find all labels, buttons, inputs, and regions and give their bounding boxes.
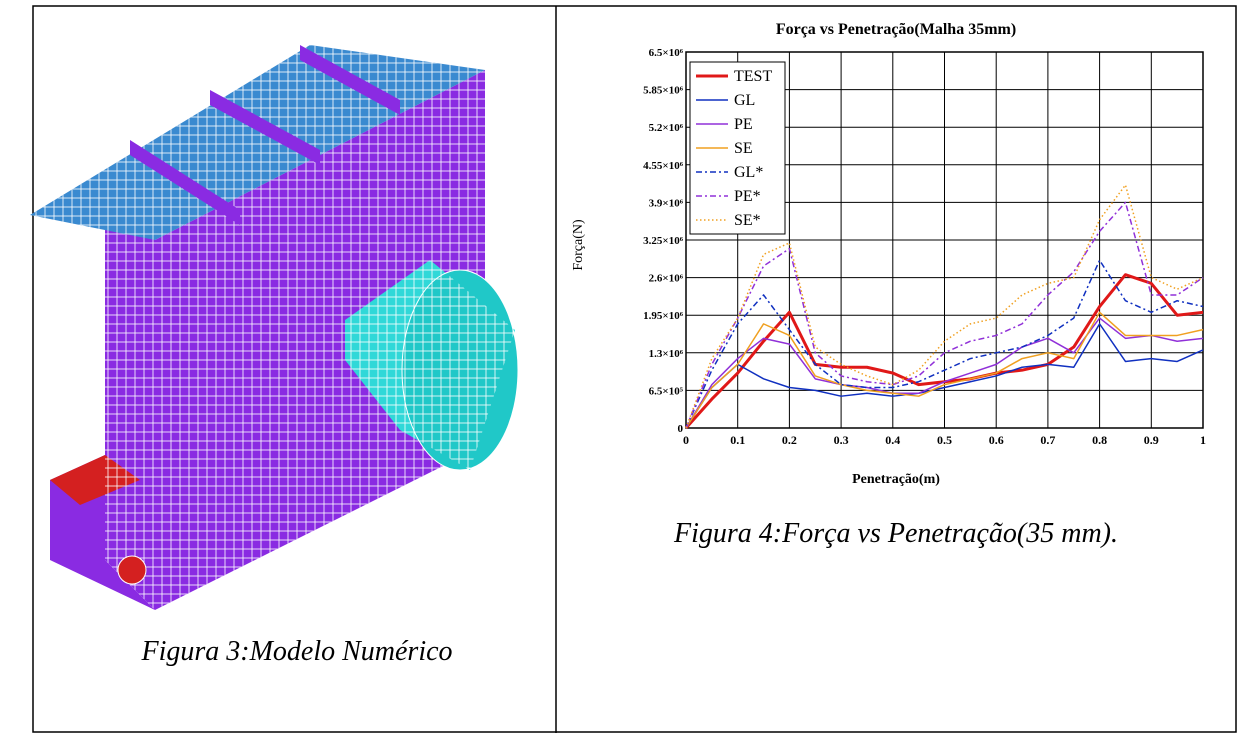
legend-label: PE* xyxy=(734,188,761,205)
x-tick-label: 0.2 xyxy=(782,433,797,447)
x-tick-label: 0.7 xyxy=(1040,433,1055,447)
chart-title: Força vs Penetração(Malha 35mm) xyxy=(776,21,1016,38)
y-tick-label: 5.2×10⁶ xyxy=(649,122,684,134)
fe-model xyxy=(30,45,518,610)
y-tick-label: 1.3×10⁶ xyxy=(649,348,684,360)
y-axis-label: Força(N) xyxy=(571,219,586,271)
legend-label: GL xyxy=(734,92,755,109)
figure-caption: Figura 3:Modelo Numérico xyxy=(140,636,452,667)
plot: 0 6.5×10⁵ 1.3×10⁶ 1.95×10⁶ 2.6×10⁶ 3.25×10⁶ 3.… xyxy=(643,47,1206,447)
x-tick-label: 0.6 xyxy=(989,433,1004,447)
x-tick-label: 0.5 xyxy=(937,433,952,447)
y-tick-label: 4.55×10⁶ xyxy=(643,160,684,172)
x-tick-label: 0.3 xyxy=(834,433,849,447)
x-tick-label: 0.4 xyxy=(885,433,900,447)
page: Figura 3:Modelo Numérico Força vs Penetr… xyxy=(0,0,1238,738)
legend-label: PE xyxy=(734,116,753,133)
y-tick-label: 6.5×10⁶ xyxy=(649,47,684,59)
y-tick-label: 2.6×10⁶ xyxy=(649,273,684,285)
document: Figura 3:Modelo Numérico Força vs Penetr… xyxy=(0,0,1238,733)
legend-label: SE* xyxy=(734,212,761,229)
y-tick-label: 6.5×10⁵ xyxy=(649,385,684,397)
y-tick-label: 3.9×10⁶ xyxy=(649,197,684,209)
legend-label: SE xyxy=(734,140,753,157)
x-tick-label: 0.8 xyxy=(1092,433,1107,447)
x-tick-label: 1 xyxy=(1200,433,1206,447)
x-axis-label: Penetração(m) xyxy=(852,472,940,487)
x-tick-label: 0.9 xyxy=(1144,433,1159,447)
y-tick-label: 5.85×10⁶ xyxy=(643,85,684,97)
x-tick-label: 0.1 xyxy=(730,433,745,447)
y-tick-label: 1.95×10⁶ xyxy=(643,310,684,322)
legend-label: TEST xyxy=(734,68,772,85)
y-tick-label: 3.25×10⁶ xyxy=(643,235,684,247)
legend-label: GL* xyxy=(734,164,763,181)
x-tick-label: 0 xyxy=(683,433,689,447)
figure-caption: Figura 4:Força vs Penetração(35 mm). xyxy=(673,518,1118,549)
